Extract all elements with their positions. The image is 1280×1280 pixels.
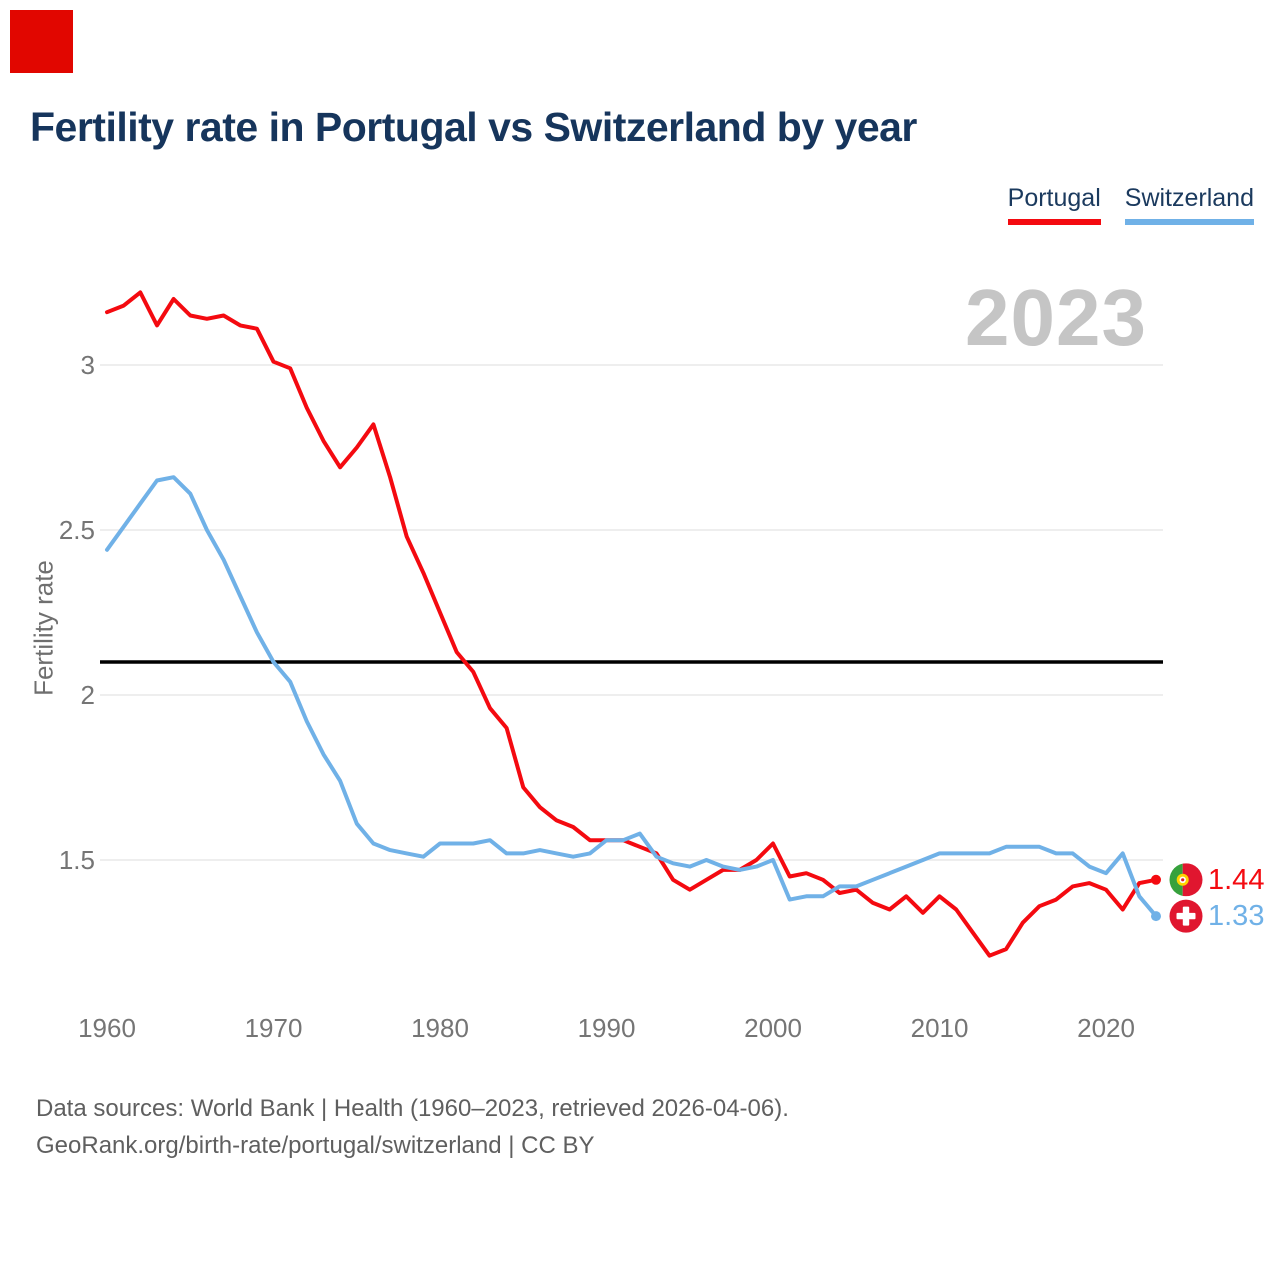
y-axis-title: Fertility rate <box>28 560 59 696</box>
year-watermark: 2023 <box>965 273 1147 362</box>
switzerland-end-value: 1.33 <box>1208 900 1265 933</box>
page-title: Fertility rate in Portugal vs Switzerlan… <box>30 104 917 150</box>
footer-data-sources: Data sources: World Bank | Health (1960–… <box>36 1095 789 1122</box>
y-tick-label: 2.5 <box>58 515 95 545</box>
portugal-end-value: 1.44 <box>1208 863 1265 896</box>
footer: Data sources: World Bank | Health (1960–… <box>36 1090 789 1164</box>
switzerland-line <box>105 475 1158 919</box>
y-tick-label: 2 <box>80 680 95 710</box>
y-tick-label: 3 <box>80 350 95 380</box>
portugal-line <box>105 290 1158 958</box>
switzerland-end-dot <box>1151 911 1161 922</box>
x-tick-label: 2000 <box>744 1013 802 1043</box>
x-tick-label: 1990 <box>577 1013 636 1043</box>
x-tick-label: 1980 <box>411 1013 469 1043</box>
brand-logo-square <box>10 10 73 73</box>
y-tick-label: 1.5 <box>58 845 95 875</box>
portugal-flag-icon <box>1168 861 1204 898</box>
footer-attribution: GeoRank.org/birth-rate/portugal/switzerl… <box>36 1132 595 1159</box>
legend-item-portugal[interactable]: Portugal <box>1007 184 1101 225</box>
x-tick-label: 2010 <box>910 1013 969 1043</box>
switzerland-flag-icon <box>1168 898 1204 935</box>
portugal-end-dot <box>1151 874 1161 885</box>
legend: Portugal Switzerland <box>1007 184 1254 225</box>
x-tick-label: 1970 <box>244 1013 303 1043</box>
legend-item-switzerland[interactable]: Switzerland <box>1124 184 1254 225</box>
x-tick-label: 2020 <box>1077 1013 1135 1043</box>
x-tick-label: 1960 <box>78 1013 136 1043</box>
